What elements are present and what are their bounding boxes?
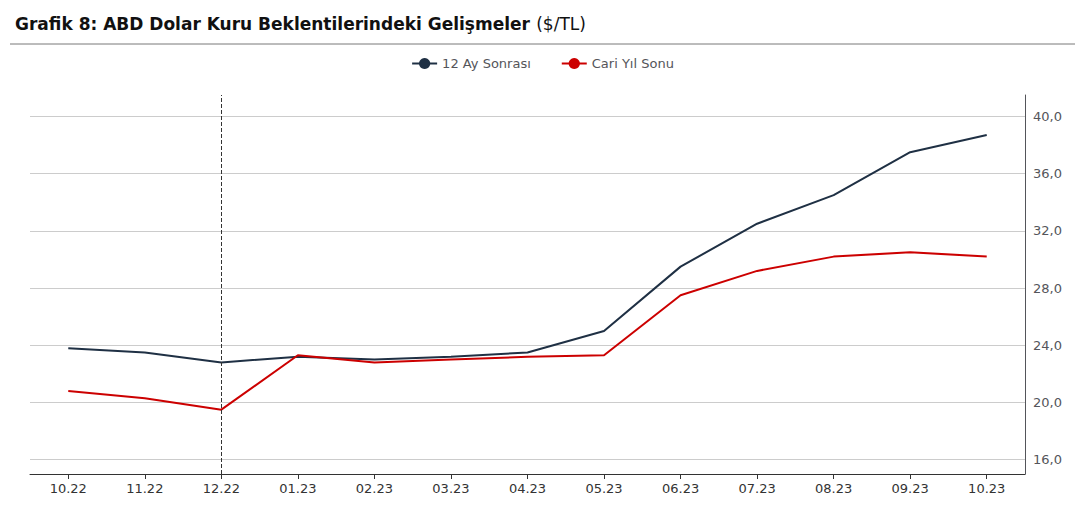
svg-text:07.23: 07.23 — [739, 481, 776, 496]
svg-text:20,0: 20,0 — [1033, 395, 1062, 410]
svg-text:10.22: 10.22 — [50, 481, 87, 496]
svg-text:32,0: 32,0 — [1033, 223, 1062, 238]
svg-text:28,0: 28,0 — [1033, 281, 1062, 296]
svg-text:24,0: 24,0 — [1033, 338, 1062, 353]
svg-text:04.23: 04.23 — [509, 481, 546, 496]
svg-text:03.23: 03.23 — [432, 481, 469, 496]
svg-text:12 Ay Sonrası: 12 Ay Sonrası — [442, 56, 531, 71]
svg-text:10.23: 10.23 — [968, 481, 1005, 496]
svg-text:02.23: 02.23 — [356, 481, 393, 496]
svg-text:16,0: 16,0 — [1033, 452, 1062, 467]
svg-text:06.23: 06.23 — [662, 481, 699, 496]
svg-text:05.23: 05.23 — [585, 481, 622, 496]
svg-text:($/TL): ($/TL) — [536, 14, 586, 34]
svg-text:12.22: 12.22 — [203, 481, 240, 496]
svg-text:40,0: 40,0 — [1033, 109, 1062, 124]
svg-text:Cari Yıl Sonu: Cari Yıl Sonu — [592, 56, 674, 71]
svg-text:08.23: 08.23 — [815, 481, 852, 496]
svg-text:01.23: 01.23 — [279, 481, 316, 496]
svg-text:09.23: 09.23 — [892, 481, 929, 496]
svg-text:36,0: 36,0 — [1033, 166, 1062, 181]
svg-text:Grafik 8: ABD Dolar Kuru Bekle: Grafik 8: ABD Dolar Kuru Beklentilerinde… — [15, 14, 531, 34]
svg-text:11.22: 11.22 — [126, 481, 163, 496]
